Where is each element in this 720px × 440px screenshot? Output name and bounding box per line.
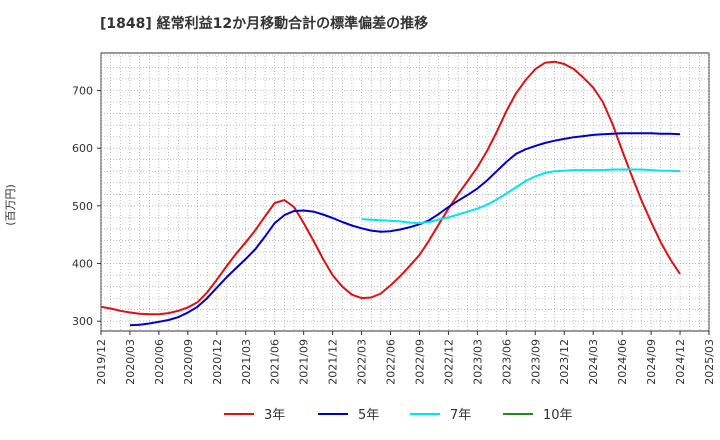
x-tick-label: 2022/09 bbox=[413, 339, 426, 385]
x-tick-label: 2021/12 bbox=[327, 339, 340, 385]
x-tick-label: 2024/12 bbox=[674, 339, 687, 385]
x-tick-label: 2021/03 bbox=[240, 339, 253, 385]
x-tick-label: 2020/06 bbox=[153, 339, 166, 385]
x-tick-label: 2020/03 bbox=[124, 339, 137, 385]
x-tick-label: 2023/12 bbox=[558, 339, 571, 385]
y-tick-label: 400 bbox=[72, 258, 93, 271]
x-tick-label: 2022/12 bbox=[442, 339, 455, 385]
x-tick-label: 2019/12 bbox=[95, 339, 108, 385]
series-line-5年 bbox=[129, 132, 681, 327]
x-tick-label: 2023/03 bbox=[471, 339, 484, 385]
plot-area bbox=[100, 52, 710, 332]
x-tick-label: 2020/12 bbox=[211, 339, 224, 385]
x-tick-label: 2021/09 bbox=[298, 339, 311, 385]
y-axis-label: (百万円) bbox=[4, 184, 17, 226]
x-tick-label: 2024/03 bbox=[587, 339, 600, 385]
series-line-3年 bbox=[100, 60, 681, 316]
x-tick-label: 2022/03 bbox=[356, 339, 369, 385]
x-tick-label: 2023/09 bbox=[529, 339, 542, 385]
y-tick-label: 700 bbox=[72, 84, 93, 97]
legend-label-10年: 10年 bbox=[543, 408, 573, 423]
x-tick-label: 2024/06 bbox=[616, 339, 629, 385]
legend-label-7年: 7年 bbox=[450, 408, 471, 423]
x-tick-label: 2020/09 bbox=[182, 339, 195, 385]
y-tick-label: 300 bbox=[72, 315, 93, 328]
x-tick-label: 2024/09 bbox=[645, 339, 658, 385]
y-tick-label: 500 bbox=[72, 200, 93, 213]
x-tick-label: 2022/06 bbox=[385, 339, 398, 385]
x-tick-label: 2023/06 bbox=[500, 339, 513, 385]
x-tick-label: 2025/03 bbox=[703, 339, 716, 385]
series-line-7年 bbox=[361, 168, 681, 225]
legend-label-3年: 3年 bbox=[264, 408, 285, 423]
chart-title: [1848] 経常利益12か月移動合計の標準偏差の推移 bbox=[100, 15, 428, 32]
x-tick-label: 2021/06 bbox=[269, 339, 282, 385]
y-tick-label: 600 bbox=[72, 142, 93, 155]
legend-label-5年: 5年 bbox=[358, 408, 379, 423]
